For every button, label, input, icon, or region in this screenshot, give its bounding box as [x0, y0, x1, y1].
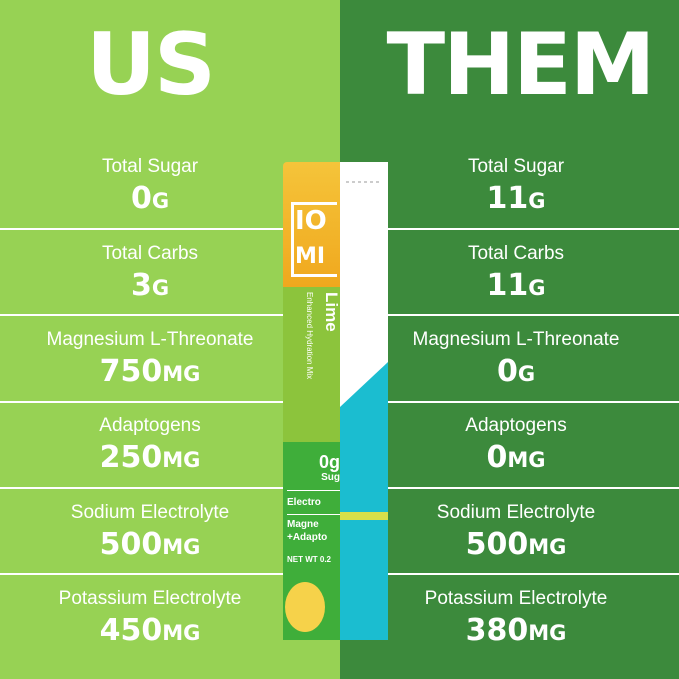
packet-front: IO MI Lime Enhanced Hydration Mix 0g Sug…	[283, 162, 341, 640]
nutrient-label: Potassium Electrolyte	[424, 588, 608, 609]
nutrient-value: 0G	[366, 355, 666, 391]
unit: MG	[162, 362, 201, 386]
them-panel: THEM Total Sugar 11G Total Carbs 11G Magnesi…	[340, 0, 679, 679]
nutrient-label: Magnesium L-Threonate	[46, 329, 254, 350]
nutrient-value: 500MG	[0, 528, 300, 564]
competitor-packet	[340, 162, 388, 640]
nutrient-label: Magnesium L-Threonate	[412, 329, 620, 350]
amount: 11	[486, 181, 529, 216]
nutrient-value: 0G	[0, 182, 300, 218]
comparison-row: Sodium Electrolyte 500MG	[366, 502, 666, 564]
amount: 380	[465, 613, 529, 648]
amount: 500	[99, 527, 163, 562]
amount: 500	[465, 527, 529, 562]
nutrient-label: Total Sugar	[467, 156, 565, 177]
nutrient-label: Adaptogens	[465, 415, 567, 436]
unit: G	[528, 276, 546, 300]
comparison-row: Adaptogens 250MG	[0, 415, 300, 477]
unit: MG	[528, 535, 567, 559]
comparison-row: Total Sugar 0G	[0, 156, 300, 218]
nutrient-value: 3G	[0, 269, 300, 305]
amount: 0	[496, 354, 518, 389]
unit: G	[151, 276, 170, 300]
unit: MG	[162, 621, 201, 645]
nutrient-label: Total Carbs	[467, 243, 565, 264]
unit: MG	[162, 535, 201, 559]
comparison-row: Total Carbs 11G	[366, 243, 666, 305]
comparison-row: Sodium Electrolyte 500MG	[0, 502, 300, 564]
nutrient-label: Sodium Electrolyte	[70, 502, 230, 523]
them-title: THEM	[386, 15, 656, 115]
unit: G	[151, 189, 170, 213]
nutrient-label: Total Carbs	[101, 243, 199, 264]
comparison-row: Adaptogens 0MG	[366, 415, 666, 477]
comparison-row: Potassium Electrolyte 380MG	[366, 588, 666, 650]
amount: 3	[130, 268, 152, 303]
comparison-row: Magnesium L-Threonate 750MG	[0, 329, 300, 391]
nutrient-value: 11G	[366, 269, 666, 305]
nutrient-value: 250MG	[0, 441, 300, 477]
amount: 0	[130, 181, 152, 216]
us-title: US	[86, 15, 216, 115]
unit: MG	[162, 448, 201, 472]
unit: G	[517, 362, 536, 386]
nutrient-value: 0MG	[366, 441, 666, 477]
nutrient-value: 450MG	[0, 614, 300, 650]
nutrient-label: Sodium Electrolyte	[436, 502, 596, 523]
flavor-label: Lime	[322, 292, 341, 332]
amount: 0	[486, 440, 508, 475]
amount: 750	[99, 354, 163, 389]
comparison-row: Total Carbs 3G	[0, 243, 300, 305]
unit: G	[528, 189, 546, 213]
amount: 11	[486, 268, 529, 303]
nutrient-value: 380MG	[366, 614, 666, 650]
brand-logo: IO	[295, 206, 327, 236]
comparison-row: Potassium Electrolyte 450MG	[0, 588, 300, 650]
nutrient-label: Adaptogens	[99, 415, 201, 436]
amount: 450	[99, 613, 163, 648]
nutrient-label: Total Sugar	[101, 156, 199, 177]
nutrient-value: 750MG	[0, 355, 300, 391]
nutrient-value: 11G	[366, 182, 666, 218]
comparison-row: Total Sugar 11G	[366, 156, 666, 218]
comparison-row: Magnesium L-Threonate 0G	[366, 329, 666, 391]
product-packet: IO MI Lime Enhanced Hydration Mix 0g Sug…	[283, 162, 388, 640]
amount: 250	[99, 440, 163, 475]
nutrient-label: Potassium Electrolyte	[58, 588, 242, 609]
nutrient-value: 500MG	[366, 528, 666, 564]
unit: MG	[528, 621, 567, 645]
unit: MG	[507, 448, 546, 472]
